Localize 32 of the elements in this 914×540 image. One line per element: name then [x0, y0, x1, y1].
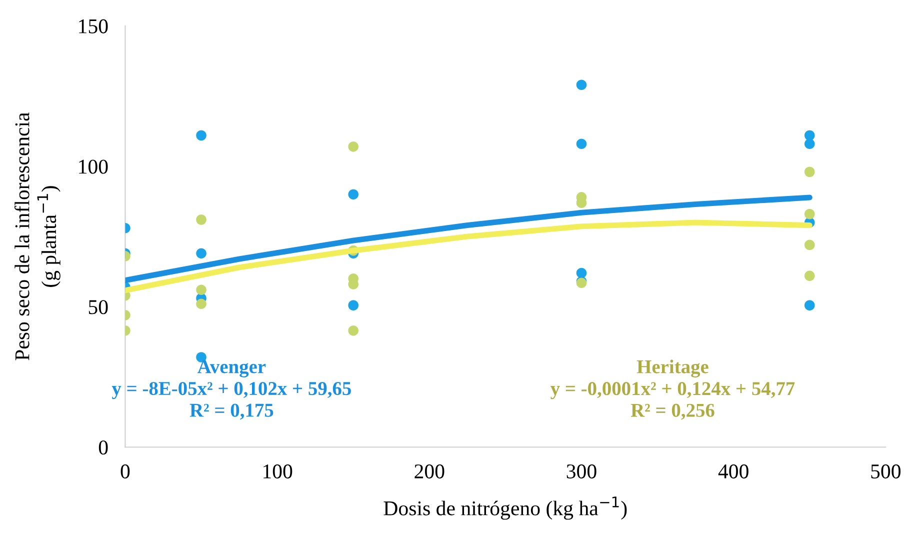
point — [576, 268, 587, 278]
y-tick-label: 0 — [98, 440, 108, 455]
y-tick-label: 100 — [79, 160, 108, 174]
point — [804, 300, 815, 310]
point — [576, 138, 587, 150]
point — [804, 270, 815, 281]
x-tick-label: 400 — [718, 464, 748, 478]
point — [576, 80, 587, 90]
point — [196, 248, 206, 259]
point — [804, 240, 815, 250]
point — [804, 166, 815, 178]
y-axis-title: Peso seco de la inflorescencia (g planta$^{−1}$) — [14, 112, 60, 360]
point — [804, 138, 815, 150]
x-axis-title: Dosis de nitrógeno (kg ha$^{−1}$) — [384, 496, 627, 520]
point — [348, 300, 359, 310]
y-tick-label: 50 — [88, 300, 108, 314]
point — [804, 208, 815, 220]
point — [348, 142, 359, 152]
x-tick-label: 100 — [264, 464, 292, 478]
x-tick-label: 200 — [414, 464, 444, 478]
point — [196, 214, 206, 225]
point — [348, 325, 359, 336]
x-tick-label: 0 — [120, 464, 130, 478]
point — [196, 130, 206, 141]
x-tick-label: 300 — [566, 464, 596, 478]
x-tick-label: 500 — [871, 464, 900, 478]
point — [348, 189, 359, 200]
y-tick-label: 150 — [79, 19, 108, 34]
point — [196, 284, 206, 296]
annotation: Heritage y = -0,0001x² + 0,124x + 54,77 R² = 0,256 — [550, 360, 795, 420]
annotation: Avenger y = -8E-05x² + 0,102x + 59,65 R² = 0,175 — [112, 360, 351, 420]
point — [196, 298, 206, 310]
